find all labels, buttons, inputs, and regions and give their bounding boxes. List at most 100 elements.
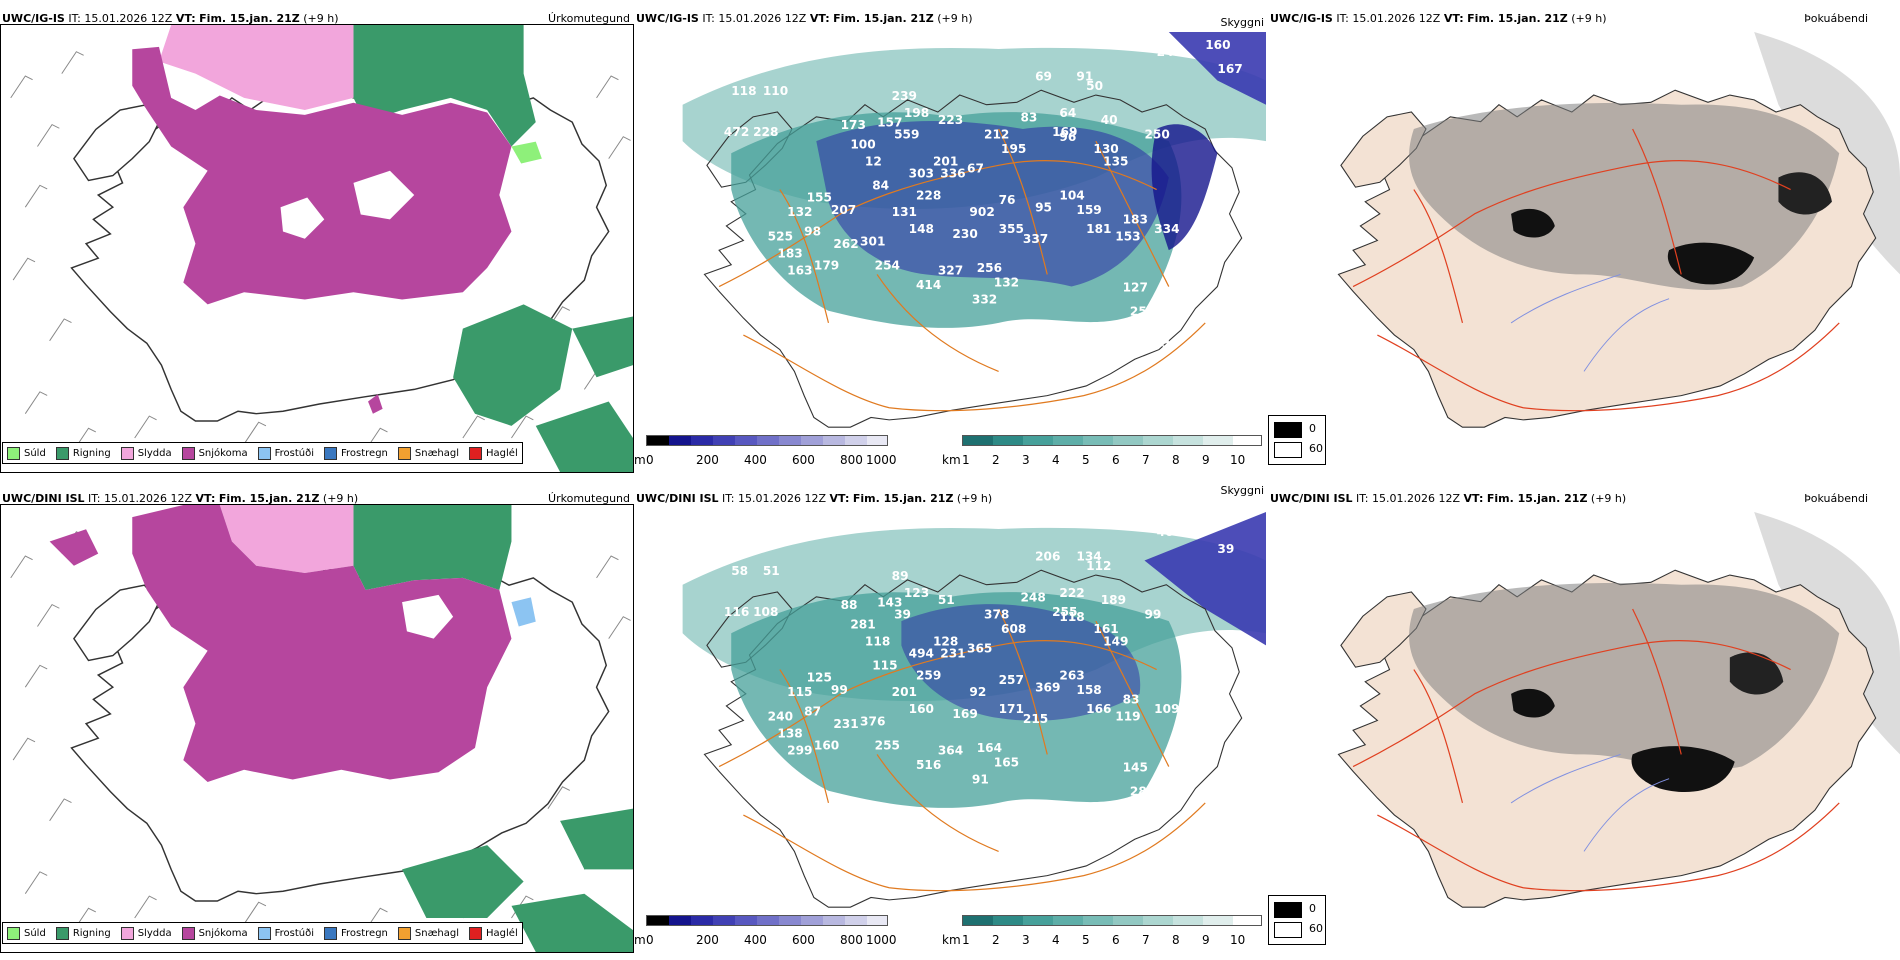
visibility-value-label: 262 bbox=[833, 237, 858, 251]
visibility-value-label: 83 bbox=[1123, 693, 1140, 707]
legend-item: Súld bbox=[7, 446, 46, 460]
visibility-value-label: 160 bbox=[1205, 38, 1230, 52]
legend-swatch bbox=[7, 446, 20, 460]
colorbar-tick: 2 bbox=[992, 933, 1000, 947]
colorbar-tick: 1000 bbox=[866, 933, 897, 947]
visibility-value-label: 281 bbox=[850, 617, 875, 631]
visibility-value-label: 91 bbox=[972, 773, 989, 787]
visibility-map: 206 112 76 46 39 58 51 116 108 89 123 143 51 39 378 608… bbox=[634, 512, 1266, 912]
visibility-value-label: 109 bbox=[1154, 702, 1179, 716]
visibility-value-label: 100 bbox=[850, 137, 875, 151]
visibility-value-label: 164 bbox=[977, 741, 1002, 755]
precip-type-legend: Súld Rigning Slydda Snjókoma Frostúði Fr… bbox=[2, 922, 523, 944]
legend-label: 60 bbox=[1309, 442, 1323, 455]
visibility-value-label: 257 bbox=[999, 673, 1024, 687]
vt-label: VT: bbox=[175, 12, 196, 25]
visibility-value-label: 494 bbox=[909, 646, 934, 660]
legend-swatch bbox=[55, 926, 69, 940]
legend-label: 60 bbox=[1309, 922, 1323, 935]
visibility-value-label: 112 bbox=[1086, 559, 1111, 573]
fog-index-map bbox=[1268, 32, 1900, 432]
legend-swatch bbox=[257, 926, 271, 940]
visibility-value-label: 206 bbox=[1035, 549, 1060, 563]
colorbar-tick: 4 bbox=[1052, 933, 1060, 947]
it-label: IT: bbox=[88, 492, 101, 505]
visibility-value-label: 364 bbox=[938, 743, 963, 757]
fog-index-panel: UWC/DINI ISL IT: 15.01.2026 12Z VT: Fim.… bbox=[1268, 490, 1900, 960]
vt-label: VT: bbox=[809, 12, 830, 25]
colorbar-tick: 600 bbox=[792, 933, 815, 947]
init-time: 15.01.2026 12Z bbox=[84, 12, 173, 25]
valid-time: Fim. 15.jan. 21Z bbox=[218, 492, 320, 505]
visibility-value-label: 148 bbox=[909, 222, 934, 236]
visibility-value-label: 155 bbox=[807, 191, 832, 205]
visibility-value-label: 153 bbox=[1115, 229, 1140, 243]
valid-time: Fim. 15.jan. 21Z bbox=[852, 492, 954, 505]
visibility-value-label: 303 bbox=[909, 166, 934, 180]
visibility-value-label: 201 bbox=[892, 685, 917, 699]
visibility-value-label: 254 bbox=[875, 259, 900, 273]
visibility-value-label: 76 bbox=[1205, 518, 1222, 532]
colorbar-tick: 0 bbox=[646, 933, 654, 947]
visibility-value-label: 183 bbox=[777, 246, 802, 260]
colorbar-tick: 9 bbox=[1202, 453, 1210, 467]
visibility-value-label: 89 bbox=[892, 569, 909, 583]
model-name: UWC/DINI ISL bbox=[2, 492, 85, 505]
visibility-value-label: 67 bbox=[967, 162, 984, 176]
legend-swatch bbox=[469, 926, 483, 940]
visibility-value-label: 69 bbox=[1035, 69, 1052, 83]
it-label: IT: bbox=[68, 12, 81, 25]
model-name: UWC/IG-IS bbox=[636, 12, 699, 25]
visibility-value-label: 207 bbox=[831, 203, 856, 217]
legend-item: Slydda bbox=[120, 926, 172, 940]
road-network bbox=[718, 128, 1206, 412]
legend-label: 0 bbox=[1309, 902, 1316, 915]
colorbar-tick: 1 bbox=[962, 453, 970, 467]
precip-map-svg bbox=[10, 505, 633, 952]
it-label: IT: bbox=[722, 492, 735, 505]
colorbar-tick: 6 bbox=[1112, 933, 1120, 947]
legend-item: Snjókoma bbox=[181, 446, 248, 460]
valid-time: Fim. 15.jan. 21Z bbox=[833, 12, 934, 25]
panel-kind-label: Þokuábendi bbox=[1804, 12, 1868, 25]
visibility-value-label: 92 bbox=[969, 685, 986, 699]
visibility-value-label: 334 bbox=[1154, 222, 1179, 236]
panel-kind-label: Úrkomutegund bbox=[548, 12, 630, 25]
fog-index-map bbox=[1268, 512, 1900, 912]
visibility-value-label: 198 bbox=[904, 106, 929, 120]
vt-label: VT: bbox=[195, 492, 216, 505]
colorbar-tick: 4 bbox=[1052, 453, 1060, 467]
colorbar-unit: m bbox=[634, 453, 646, 467]
visibility-value-label: 231 bbox=[940, 646, 965, 660]
visibility-value-label: 327 bbox=[938, 263, 963, 277]
visibility-value-label: 39 bbox=[1217, 542, 1234, 556]
legend-item: Frostúði bbox=[257, 926, 314, 940]
visibility-value-label: 248 bbox=[1020, 591, 1045, 605]
visibility-value-label: 173 bbox=[841, 118, 866, 132]
visibility-value-label: 51 bbox=[938, 593, 955, 607]
colorbar-tick: 5 bbox=[1082, 933, 1090, 947]
visibility-value-label: 138 bbox=[777, 726, 802, 740]
visibility-value-label: 116 bbox=[724, 605, 749, 619]
visibility-value-label: 183 bbox=[1123, 213, 1148, 227]
colorbar-m: m 0 200 400 600 800 1000 bbox=[634, 435, 897, 471]
it-label: IT: bbox=[702, 12, 715, 25]
visibility-value-label: 259 bbox=[916, 668, 941, 682]
visibility-value-label: 28 bbox=[1144, 816, 1161, 830]
visibility-value-label: 51 bbox=[763, 564, 780, 578]
colorbar-tick: 8 bbox=[1172, 933, 1180, 947]
colorbar-tick: 200 bbox=[696, 933, 719, 947]
panel-title: UWC/IG-IS IT: 15.01.2026 12Z VT: Fim. 15… bbox=[636, 12, 973, 25]
legend-item: Haglél bbox=[469, 926, 518, 940]
visibility-value-label: 189 bbox=[1101, 593, 1126, 607]
lead-time: (+9 h) bbox=[1590, 492, 1627, 505]
visibility-value-label: 299 bbox=[787, 743, 812, 757]
visibility-value-label: 46 bbox=[1157, 525, 1174, 539]
visibility-value-label: 39 bbox=[894, 608, 911, 622]
rain-area bbox=[353, 25, 536, 147]
init-time: 15.01.2026 12Z bbox=[104, 492, 193, 505]
visibility-value-label: 58 bbox=[731, 564, 748, 578]
visibility-value-label: 87 bbox=[804, 705, 821, 719]
